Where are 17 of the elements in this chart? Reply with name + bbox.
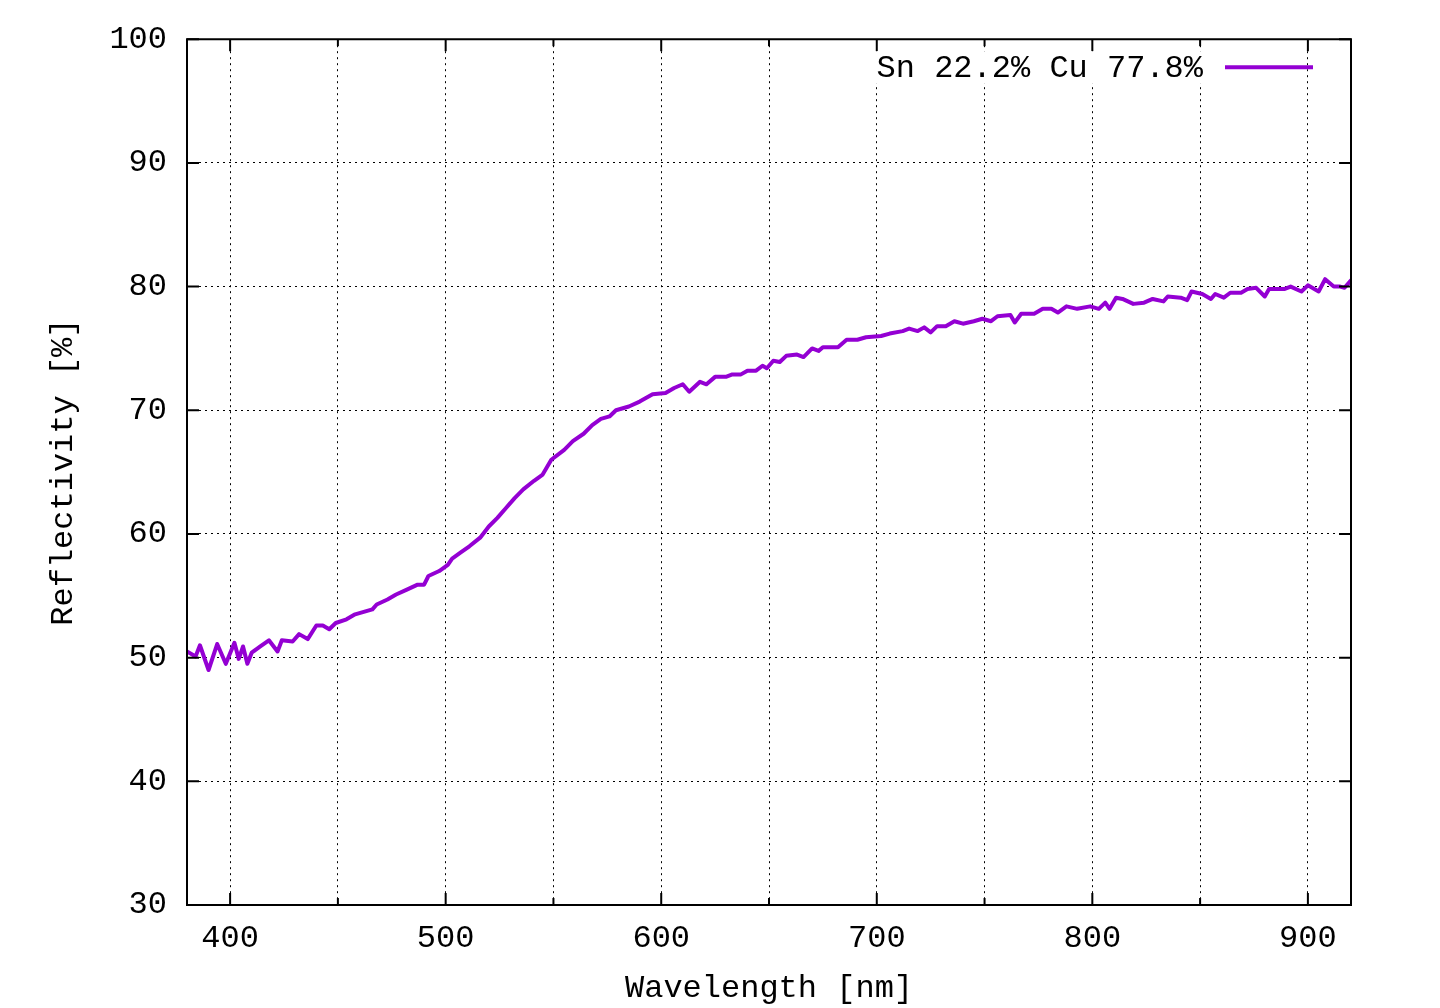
x-tick-label: 800 <box>1063 919 1122 957</box>
y-tick-label: 100 <box>109 20 167 58</box>
legend-label: Sn 22.2% Cu 77.8% <box>876 49 1204 87</box>
y-tick-label: 50 <box>128 639 167 677</box>
y-tick-label: 70 <box>128 391 167 429</box>
x-tick-label: 600 <box>632 919 691 957</box>
y-axis-title: Reflectivity [%] <box>44 318 82 626</box>
x-axis-title: Wavelength [nm] <box>624 970 914 1008</box>
y-tick-label: 80 <box>128 268 167 306</box>
x-tick-label: 900 <box>1279 919 1337 957</box>
y-tick-label: 30 <box>128 886 167 924</box>
y-tick-label: 90 <box>128 144 167 182</box>
x-tick-label: 500 <box>416 919 475 957</box>
y-tick-label: 40 <box>128 762 167 800</box>
y-tick-label: 60 <box>128 515 167 553</box>
x-tick-label: 700 <box>847 919 906 957</box>
x-tick-label: 400 <box>201 919 259 957</box>
